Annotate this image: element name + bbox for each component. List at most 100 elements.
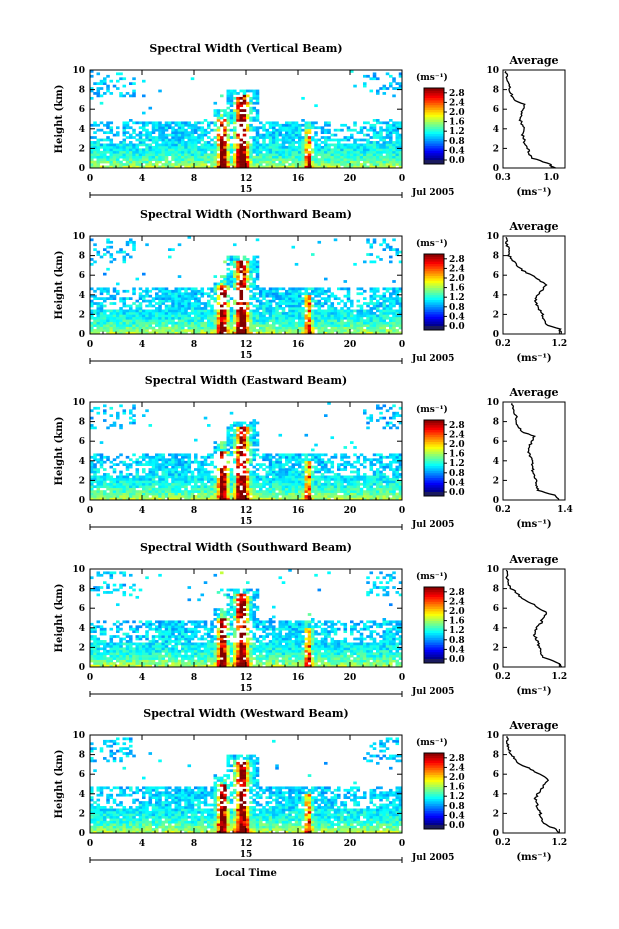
heatmap-cell — [298, 480, 302, 484]
heatmap-cell — [226, 436, 231, 440]
heatmap-cell — [129, 240, 133, 244]
heatmap-cell — [275, 136, 279, 139]
heatmap-cell — [203, 475, 208, 479]
heatmap-cell — [106, 492, 110, 496]
heatmap-cell — [382, 309, 387, 313]
heatmap-cell — [103, 495, 107, 498]
heatmap-cell — [324, 497, 328, 501]
heatmap-cell — [246, 258, 250, 261]
heatmap-cell — [103, 316, 107, 320]
heatmap-cell — [181, 477, 185, 481]
heatmap-cell — [327, 155, 331, 159]
heatmap-cell — [168, 133, 172, 137]
heatmap-cell — [262, 133, 266, 137]
heatmap-cell — [181, 331, 185, 335]
heatmap-cell — [142, 497, 146, 501]
heatmap-cell — [210, 145, 214, 149]
heatmap-cell — [132, 331, 136, 335]
heatmap-cell — [194, 148, 198, 152]
heatmap-cell — [294, 329, 299, 332]
heatmap-cell — [122, 158, 127, 161]
heatmap-cell — [93, 495, 97, 498]
colorbar-swatch — [424, 285, 444, 288]
heatmap-cell — [327, 492, 331, 496]
heatmap-cell — [129, 119, 133, 122]
heatmap-cell — [278, 314, 283, 318]
heatmap-cell — [194, 477, 198, 481]
heatmap-cell — [324, 309, 328, 313]
heatmap-cell — [151, 128, 156, 132]
heatmap-cell — [382, 165, 387, 169]
heatmap-cell — [155, 311, 159, 315]
heatmap-cell — [132, 289, 136, 293]
heatmap-cell — [135, 148, 140, 152]
heatmap-cell — [233, 260, 237, 264]
heatmap-cell — [93, 468, 97, 471]
heatmap-cell — [194, 165, 198, 169]
heatmap-cell — [161, 126, 166, 130]
heatmap-cell — [142, 121, 146, 125]
heatmap-cell — [223, 150, 227, 154]
heatmap-cell — [304, 136, 309, 139]
heatmap-cell — [278, 453, 283, 457]
heatmap-cell — [174, 136, 179, 139]
heatmap-cell — [145, 455, 149, 459]
heatmap-cell — [275, 165, 279, 169]
heatmap-cell — [103, 492, 107, 496]
heatmap-cell — [158, 302, 162, 305]
heatmap-cell — [145, 121, 149, 125]
heatmap-cell — [119, 314, 123, 318]
heatmap-cell — [385, 304, 390, 308]
heatmap-cell — [142, 299, 146, 303]
heatmap-cell — [207, 302, 211, 305]
heatmap-cell — [333, 155, 338, 159]
heatmap-cell — [359, 150, 364, 154]
heatmap-cell — [346, 319, 351, 323]
heatmap-cell — [353, 492, 357, 496]
heatmap-cell — [99, 289, 104, 293]
heatmap-cell — [119, 475, 123, 479]
heatmap-cell — [291, 287, 296, 291]
heatmap-cell — [255, 324, 260, 327]
heatmap-cell — [343, 446, 348, 449]
heatmap-cell — [353, 123, 357, 127]
heatmap-cell — [278, 143, 283, 147]
heatmap-cell — [259, 143, 263, 147]
colorbar-swatch — [424, 287, 444, 291]
heatmap-cell — [301, 158, 305, 161]
heatmap-cell — [210, 482, 214, 486]
heatmap-cell — [382, 311, 387, 315]
heatmap-cell — [288, 123, 292, 127]
heatmap-cell — [109, 311, 114, 315]
heatmap-cell — [369, 253, 374, 256]
heatmap-cell — [122, 250, 127, 254]
heatmap-cell — [116, 411, 120, 415]
heatmap-cell — [369, 136, 374, 139]
heatmap-cell — [268, 490, 273, 493]
heatmap-cell — [145, 409, 149, 413]
heatmap-cell — [226, 272, 231, 276]
heatmap-cell — [171, 492, 175, 496]
heatmap-cell — [158, 482, 162, 486]
heatmap-cell — [223, 451, 227, 454]
heatmap-cell — [233, 314, 237, 318]
heatmap-cell — [366, 253, 370, 256]
heatmap-cell — [252, 477, 257, 481]
heatmap-cell — [285, 480, 289, 484]
heatmap-cell — [197, 289, 201, 293]
heatmap-cell — [158, 319, 162, 323]
heatmap-cell — [145, 148, 149, 152]
heatmap-cell — [207, 155, 211, 159]
heatmap-cell — [346, 292, 351, 296]
heatmap-cell — [177, 458, 182, 462]
heatmap-cell — [96, 319, 101, 323]
heatmap-cell — [226, 89, 231, 93]
heatmap-cell — [314, 326, 318, 330]
heatmap-cell — [239, 324, 244, 327]
heatmap-cell — [229, 92, 234, 95]
heatmap-cell — [255, 267, 260, 271]
heatmap-cell — [298, 163, 302, 166]
heatmap-cell — [242, 485, 247, 489]
heatmap-cell — [216, 148, 221, 152]
heatmap-cell — [135, 458, 140, 462]
